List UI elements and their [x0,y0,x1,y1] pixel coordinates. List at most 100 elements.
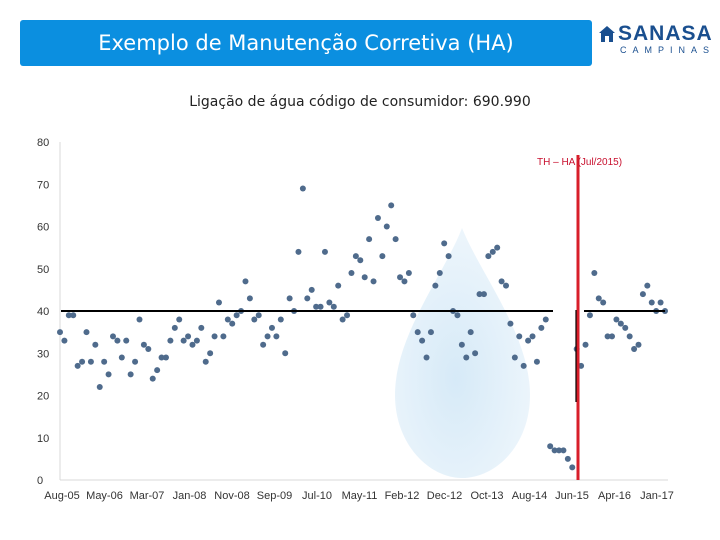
data-point [295,248,302,255]
data-point [631,346,638,353]
data-point [57,329,63,336]
x-tick-label: Mar-07 [130,490,165,502]
data-point [419,337,426,344]
chart-subtitle: Ligação de água código de consumidor: 69… [189,94,531,110]
data-point [326,299,333,306]
data-point [476,291,483,298]
data-point [158,354,165,361]
data-point [352,253,359,260]
data-point [264,333,271,340]
data-point [626,333,633,340]
data-point [556,447,563,454]
x-tick-label: Jan-08 [173,490,207,502]
data-point [273,333,280,340]
x-tick-label: May-11 [342,490,378,502]
data-point [600,299,607,306]
data-point [463,354,470,361]
data-point [533,358,540,365]
data-point [578,362,585,369]
data-point [547,443,554,450]
data-point [202,358,209,365]
data-point [132,358,139,365]
data-point [635,341,642,348]
data-point [604,333,611,340]
data-point [529,333,536,340]
y-tick-label: 10 [37,433,49,445]
data-point [591,269,598,276]
data-point [525,337,532,344]
data-point [83,329,90,336]
slide-title: Exemplo de Manutenção Corretiva (HA) [98,31,514,55]
data-point [246,295,253,302]
x-tick-label: Jul-10 [302,490,332,502]
data-point [370,278,377,285]
data-point [401,278,408,285]
data-point [586,312,593,319]
data-point [286,295,293,302]
data-point [198,324,205,331]
x-tick-label: Feb-12 [385,490,420,502]
data-point [176,316,183,323]
data-point [136,316,143,323]
data-point [617,320,624,327]
data-point [388,202,395,209]
data-point [321,248,328,255]
data-point [185,333,192,340]
data-point [366,236,373,243]
data-point [410,312,417,319]
data-point [458,341,465,348]
data-point [189,341,196,348]
sanasa-logo: SANASA CAMPINAS [598,22,713,56]
data-point [648,299,655,306]
data-point [308,286,315,293]
logo-subtitle: CAMPINAS [620,45,716,55]
y-tick-label: 70 [37,179,49,191]
x-tick-label: Oct-13 [470,490,503,502]
data-point [70,312,77,319]
data-point [414,329,421,336]
data-point [405,269,412,276]
y-tick-label: 60 [37,222,49,234]
data-point [242,278,249,285]
data-point [498,278,505,285]
data-point [180,337,187,344]
data-point [480,291,487,298]
data-point [511,354,518,361]
data-point [348,269,355,276]
data-point [454,312,461,319]
data-point [304,295,311,302]
data-point [118,354,125,361]
y-tick-label: 40 [37,306,49,318]
data-point [361,274,368,281]
data-point [123,337,130,344]
data-point [339,316,346,323]
data-point [277,316,284,323]
x-tick-label: Apr-16 [598,490,631,502]
data-point [622,324,629,331]
data-point [445,253,452,260]
data-point [317,303,324,310]
data-point [105,371,112,378]
data-point [282,350,289,357]
data-point [260,341,267,348]
data-point [193,337,200,344]
data-point [639,291,646,298]
data-point [220,333,227,340]
data-point [374,215,381,222]
logo-wordmark: SANASA [618,22,713,45]
data-point [489,248,496,255]
data-point [171,324,178,331]
data-point [467,329,474,336]
house-icon [599,26,615,42]
data-point [392,236,399,243]
data-point [427,329,434,336]
x-tick-label: Sep-09 [257,490,292,502]
data-point [551,447,558,454]
data-point [344,312,351,319]
data-point [74,362,81,369]
data-point [255,312,262,319]
data-point [149,375,156,382]
data-point [87,358,94,365]
data-point [436,269,443,276]
